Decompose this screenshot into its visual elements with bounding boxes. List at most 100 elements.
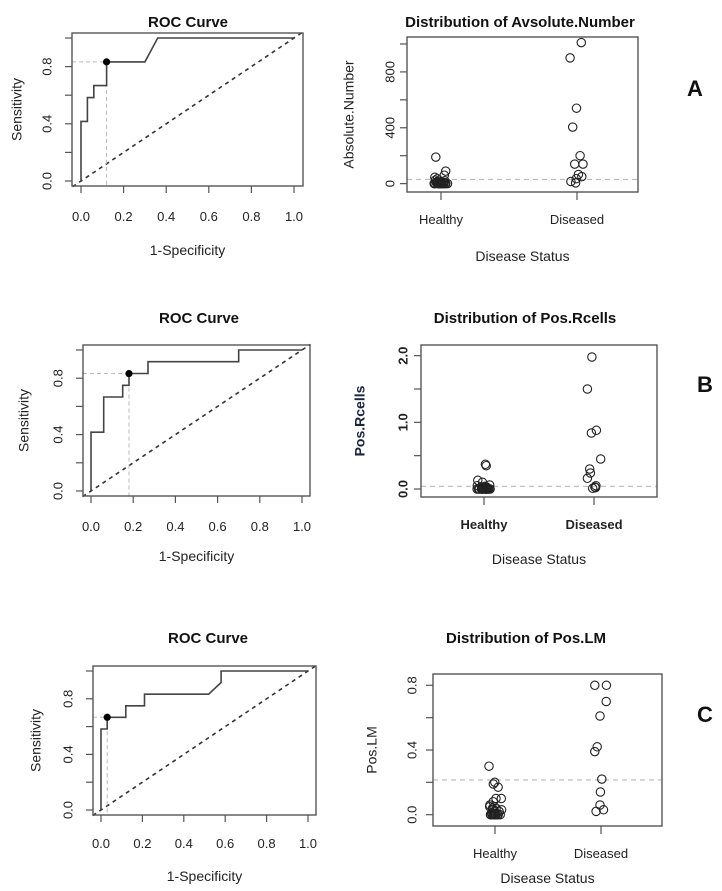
data-point-diseased: [590, 680, 600, 691]
data-point-healthy: [495, 809, 505, 820]
data-point-diseased: [595, 711, 605, 721]
y-axis-label: Sensitivity: [16, 389, 32, 452]
data-point-diseased: [576, 37, 587, 48]
y-axis-label: Sensitivity: [28, 709, 44, 772]
x-axis-label: 1-Specificity: [159, 548, 234, 564]
y-axis-label: Sensitivity: [9, 78, 25, 141]
data-point-healthy: [429, 178, 440, 189]
data-point-healthy: [440, 166, 451, 176]
chart-title: ROC Curve: [159, 310, 239, 327]
data-point-diseased: [597, 774, 607, 784]
plot-frame: [406, 36, 639, 193]
data-point-diseased: [595, 787, 606, 797]
x-tick-label: Healthy: [461, 517, 509, 532]
data-point-healthy: [481, 484, 491, 494]
x-axis-label: Disease Status: [500, 870, 594, 886]
data-point-diseased: [595, 454, 606, 464]
y-axis-label: Pos.Rcells: [352, 385, 368, 456]
x-tick-label: Healthy: [419, 212, 464, 227]
distribution-plot-a: Distribution of Avsolute.Number Healthy Di…: [341, 14, 639, 264]
data-point-diseased: [590, 746, 600, 757]
roc-plot-b: ROC Curve 0.0 0.2 0.4 0.6 0.8 1.0 0.0 0.4 0.8 1-Sp…: [16, 310, 311, 564]
chart-title: Distribution of Pos.LM: [446, 630, 606, 647]
x-tick-label: 0.0: [92, 836, 110, 851]
y-tick-label: 800: [382, 61, 397, 83]
chart-title: Distribution of Pos.Rcells: [434, 310, 617, 327]
data-point-diseased: [592, 742, 602, 752]
y-tick-label: 0.0: [404, 806, 419, 824]
roc-plot-a: ROC Curve 0.0 0.2 0.4 0.6 0.8 1.0 0.0 0.4 0.8 1-Sp…: [9, 14, 304, 258]
x-tick-label: 0.4: [166, 519, 184, 534]
data-point-diseased: [565, 53, 575, 63]
y-tick-label: 0.4: [50, 426, 65, 444]
chart-title: Distribution of Avsolute.Number: [405, 14, 635, 31]
data-point-diseased: [598, 805, 609, 815]
data-point-healthy: [493, 782, 503, 792]
x-tick-label: Diseased: [574, 846, 628, 861]
data-point-healthy: [496, 793, 507, 804]
distribution-plot-c: Distribution of Pos.LM Healthy Diseased 0.0…: [364, 630, 663, 886]
y-tick-label: 0.8: [404, 676, 419, 694]
chart-title: ROC Curve: [148, 14, 228, 31]
y-tick-label: 0: [382, 180, 397, 187]
y-tick-label: 0.0: [395, 480, 410, 498]
x-tick-label: 0.4: [175, 836, 193, 851]
y-tick-label: 0.4: [39, 115, 54, 133]
data-point-diseased: [567, 122, 578, 132]
y-tick-label: 2.0: [395, 347, 410, 365]
roc-curve-line: [100, 670, 308, 810]
data-point-diseased: [587, 483, 598, 494]
x-axis-label: 1-Specificity: [150, 242, 225, 258]
y-axis-label: Pos.LM: [364, 726, 380, 773]
optimal-cutoff-point: [125, 369, 133, 378]
x-tick-label: 1.0: [285, 209, 303, 224]
x-tick-label: 0.6: [216, 836, 234, 851]
x-tick-label: 1.0: [293, 519, 311, 534]
y-tick-label: 0.8: [39, 58, 54, 76]
plot-frame: [420, 344, 658, 498]
data-point-healthy: [434, 178, 444, 189]
distribution-plot-b: Distribution of Pos.Rcells Healthy Disease…: [352, 310, 658, 567]
y-tick-label: 1.0: [395, 413, 410, 431]
chance-diagonal-line: [82, 343, 311, 498]
x-axis-label: Disease Status: [492, 551, 586, 567]
data-point-diseased: [571, 173, 582, 184]
panel-label-a: A: [687, 76, 703, 101]
plot-frame: [92, 665, 317, 816]
data-point-diseased: [587, 352, 597, 362]
data-point-healthy: [484, 761, 494, 771]
y-tick-label: 0.0: [50, 482, 65, 500]
y-tick-label: 0.0: [60, 801, 75, 819]
data-point-diseased: [569, 159, 580, 169]
panel-label-c: C: [697, 702, 713, 727]
data-point-diseased: [575, 150, 585, 161]
x-tick-label: 0.4: [157, 209, 175, 224]
y-axis-label: Absolute.Number: [341, 60, 357, 169]
data-point-diseased: [586, 428, 597, 438]
x-tick-label: Diseased: [550, 212, 604, 227]
plot-frame: [71, 32, 304, 187]
x-axis-label: 1-Specificity: [167, 868, 242, 884]
data-point-diseased: [578, 159, 588, 169]
x-tick-label: 0.8: [251, 519, 269, 534]
data-point-healthy: [486, 809, 496, 820]
y-tick-label: 0.4: [404, 741, 419, 759]
x-tick-label: 0.6: [209, 519, 227, 534]
roc-curve-line: [80, 37, 294, 181]
data-point-diseased: [571, 103, 582, 113]
x-tick-label: 0.2: [133, 836, 151, 851]
data-point-diseased: [582, 473, 593, 484]
data-point-diseased: [577, 171, 587, 182]
data-point-healthy: [488, 779, 499, 789]
chance-diagonal-line: [92, 664, 317, 817]
x-tick-label: Healthy: [473, 846, 518, 861]
x-tick-label: 0.6: [200, 209, 218, 224]
x-tick-label: 0.2: [124, 519, 142, 534]
data-point-diseased: [601, 680, 612, 691]
data-point-healthy: [490, 777, 500, 788]
x-tick-label: 0.0: [82, 519, 100, 534]
y-tick-label: 0.8: [60, 690, 75, 708]
data-point-healthy: [431, 152, 441, 162]
data-point-diseased: [590, 482, 600, 492]
